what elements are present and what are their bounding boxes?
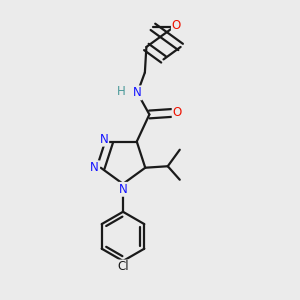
Text: N: N <box>90 161 99 174</box>
Text: O: O <box>173 106 182 119</box>
Text: O: O <box>172 20 181 32</box>
Text: N: N <box>100 133 108 146</box>
Text: N: N <box>133 86 142 99</box>
Text: Cl: Cl <box>117 260 129 274</box>
Text: H: H <box>117 85 126 98</box>
Text: N: N <box>118 183 127 196</box>
